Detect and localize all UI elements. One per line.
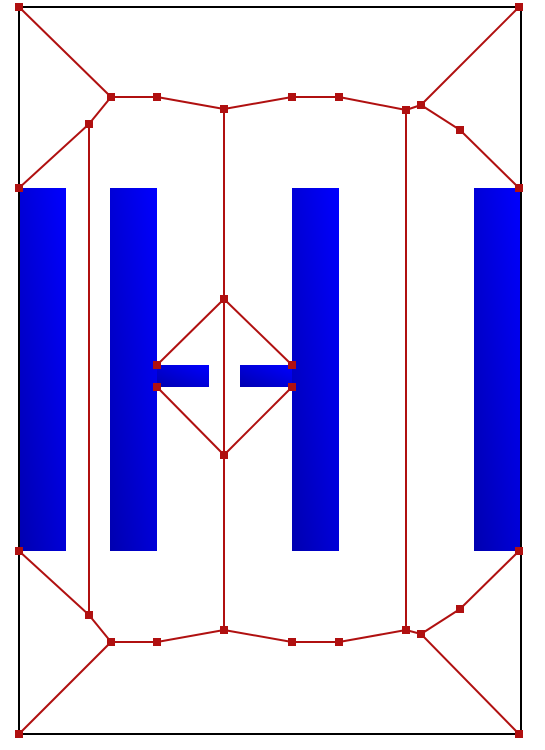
mesh-edge bbox=[459, 550, 520, 610]
left-h-conductor-arm bbox=[157, 365, 209, 387]
mesh-node bbox=[107, 638, 115, 646]
mesh-node bbox=[85, 120, 93, 128]
mesh-node bbox=[515, 547, 523, 555]
mesh-edge bbox=[420, 104, 461, 131]
mesh-edge bbox=[338, 96, 407, 111]
mesh-edge bbox=[156, 629, 225, 643]
mesh-edge bbox=[420, 608, 461, 635]
mesh-node bbox=[107, 93, 115, 101]
mesh-node bbox=[15, 184, 23, 192]
mesh-edge bbox=[88, 614, 112, 643]
mesh-node bbox=[153, 93, 161, 101]
mesh-node bbox=[153, 638, 161, 646]
outer-boundary bbox=[18, 6, 522, 735]
mesh-node bbox=[402, 626, 410, 634]
mesh-edge bbox=[223, 96, 293, 110]
right-h-conductor-arm bbox=[240, 365, 292, 387]
mesh-node bbox=[335, 638, 343, 646]
mesh-node bbox=[15, 547, 23, 555]
mesh-node bbox=[15, 730, 23, 738]
mesh-edge bbox=[420, 633, 520, 735]
mesh-edge bbox=[420, 6, 520, 106]
mesh-node bbox=[402, 106, 410, 114]
mesh-node bbox=[515, 184, 523, 192]
conductor-group bbox=[19, 188, 521, 551]
mesh-node bbox=[153, 383, 161, 391]
mesh-node bbox=[335, 93, 343, 101]
mesh-edge bbox=[18, 123, 90, 189]
mesh-node bbox=[515, 730, 523, 738]
mesh-edge bbox=[18, 550, 90, 616]
right-h-conductor-upright bbox=[292, 188, 339, 551]
mesh-edge bbox=[156, 386, 225, 456]
mesh-nodes bbox=[15, 3, 523, 738]
mesh-node bbox=[220, 295, 228, 303]
mesh-edge bbox=[459, 129, 520, 189]
mesh-edge bbox=[223, 629, 293, 643]
mesh-node bbox=[220, 626, 228, 634]
mesh-node bbox=[85, 611, 93, 619]
mesh-node bbox=[288, 638, 296, 646]
mesh-node bbox=[288, 93, 296, 101]
mesh-edge bbox=[156, 298, 225, 366]
mesh-node bbox=[515, 3, 523, 11]
left-h-conductor-upright bbox=[110, 188, 157, 551]
mesh-node bbox=[220, 105, 228, 113]
mesh-edge bbox=[88, 96, 112, 125]
mesh-edge bbox=[223, 386, 293, 456]
mesh-edge bbox=[156, 96, 225, 110]
mesh-edge bbox=[18, 6, 112, 98]
mesh-node bbox=[153, 361, 161, 369]
mesh-node bbox=[417, 101, 425, 109]
right-conductor-strip bbox=[474, 188, 521, 551]
mesh-node bbox=[220, 451, 228, 459]
mesh-node bbox=[456, 126, 464, 134]
mesh-node bbox=[288, 361, 296, 369]
mesh-node bbox=[288, 383, 296, 391]
mesh-node bbox=[15, 3, 23, 11]
mesh-edges bbox=[18, 6, 520, 735]
mesh-edge bbox=[338, 629, 407, 643]
left-conductor-strip bbox=[19, 188, 66, 551]
mesh-node bbox=[456, 605, 464, 613]
mesh-node bbox=[417, 630, 425, 638]
mesh-edge bbox=[18, 641, 112, 735]
mesh-edge bbox=[223, 298, 293, 366]
